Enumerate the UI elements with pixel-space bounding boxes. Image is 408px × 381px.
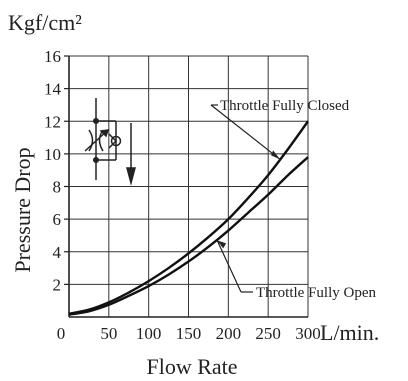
y-tick-label: 12 (44, 112, 61, 131)
grid (69, 55, 309, 317)
y-tick-label: 10 (44, 145, 61, 164)
annotations: Throttle Fully Closed Throttle Fully Open (210, 98, 376, 301)
x-tick-labels: 0 50 100 150 200 250 300 (57, 324, 321, 343)
y-unit-label: Kgf/cm² (8, 10, 82, 35)
annotation-leader-closed (210, 104, 281, 160)
annotation-leader-open (216, 240, 242, 293)
throttle-fully-open-curve (68, 156, 309, 316)
annotation-open-label: Throttle Fully Open (256, 285, 376, 301)
y-tick-label: 2 (53, 275, 62, 294)
y-tick-label: 14 (44, 80, 62, 99)
y-tick-label: 16 (44, 47, 61, 66)
x-tick-label: 50 (100, 324, 117, 343)
annotation-arrow-open (217, 240, 227, 249)
y-tick-label: 4 (53, 243, 62, 262)
x-tick-label: 100 (136, 324, 162, 343)
y-axis-title: Pressure Drop (10, 147, 35, 272)
x-unit-label: L/min. (320, 320, 379, 345)
annotation-arrow-closed (271, 150, 281, 160)
y-tick-label: 6 (53, 210, 62, 229)
series-group (68, 120, 309, 316)
x-tick-label: 150 (176, 324, 202, 343)
annotation-closed-label: Throttle Fully Closed (220, 98, 350, 114)
x-tick-label: 200 (216, 324, 242, 343)
x-axis-title: Flow Rate (146, 354, 237, 379)
throttle-fully-closed-curve (68, 120, 309, 315)
x-tick-label: 250 (255, 324, 281, 343)
x-tick-label: 0 (57, 324, 66, 343)
throttle-check-valve-icon (84, 98, 136, 186)
x-tick-label: 300 (295, 324, 321, 343)
y-tick-labels: 2 4 6 8 10 12 14 16 (44, 47, 69, 294)
y-tick-label: 8 (53, 178, 62, 197)
